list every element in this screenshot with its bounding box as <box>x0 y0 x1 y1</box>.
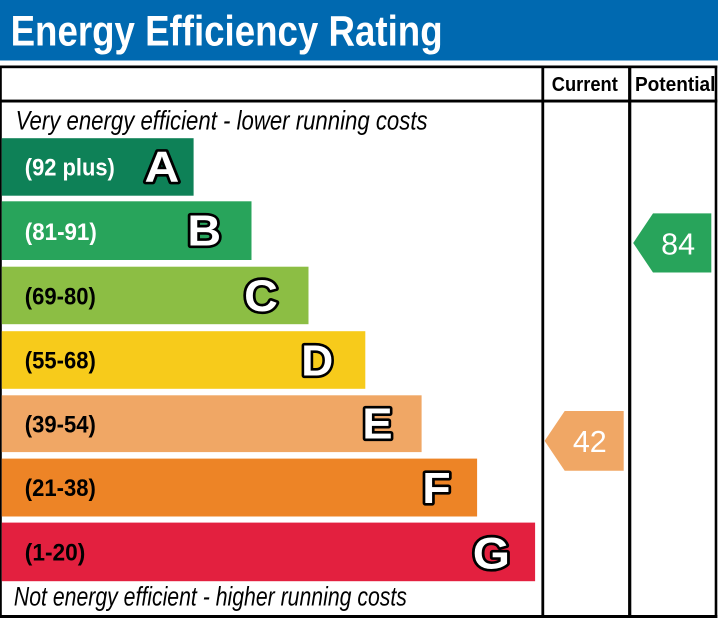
svg-text:D: D <box>301 336 333 385</box>
svg-text:Energy Efficiency Rating: Energy Efficiency Rating <box>11 8 443 56</box>
svg-text:(21-38): (21-38) <box>25 475 96 502</box>
svg-text:(1-20): (1-20) <box>25 539 86 566</box>
svg-text:F: F <box>422 463 450 513</box>
svg-text:84: 84 <box>661 228 695 262</box>
svg-text:(39-54): (39-54) <box>25 411 96 438</box>
svg-text:(55-68): (55-68) <box>25 348 96 375</box>
svg-text:Very energy efficient - lower: Very energy efficient - lower running co… <box>16 106 428 136</box>
svg-text:42: 42 <box>573 425 607 459</box>
svg-text:G: G <box>473 528 510 578</box>
svg-text:C: C <box>244 271 278 321</box>
svg-text:B: B <box>187 206 221 255</box>
svg-text:(81-91): (81-91) <box>25 219 97 246</box>
svg-text:Current: Current <box>552 74 618 96</box>
svg-text:Potential: Potential <box>635 74 716 96</box>
svg-text:Not energy efficient - higher: Not energy efficient - higher running co… <box>14 582 407 612</box>
svg-text:A: A <box>145 141 180 191</box>
svg-text:E: E <box>362 400 392 448</box>
svg-text:(69-80): (69-80) <box>25 283 96 310</box>
svg-text:(92 plus): (92 plus) <box>25 155 115 182</box>
